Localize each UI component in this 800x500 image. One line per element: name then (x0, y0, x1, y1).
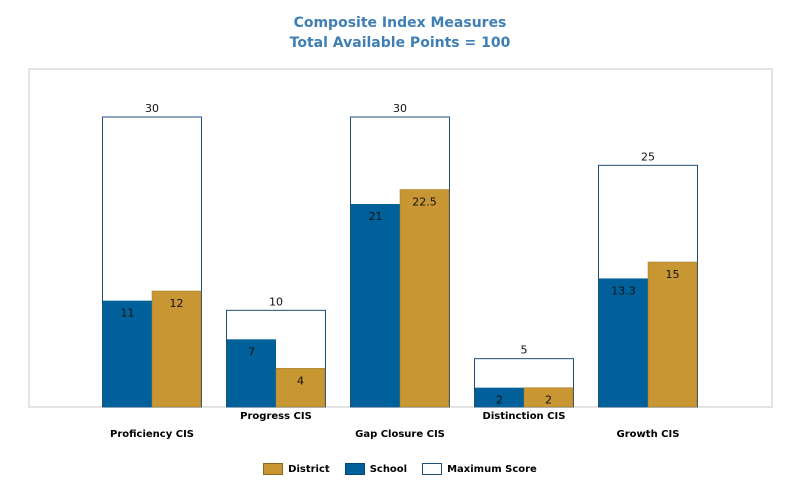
label-maximum-score-proficiency-cis: 30 (145, 102, 159, 115)
label-school-growth-cis: 13.3 (611, 284, 636, 297)
legend-item-district: District (263, 463, 330, 475)
label-school-distinction-cis: 2 (496, 394, 503, 407)
bar-district-growth-cis (647, 261, 698, 408)
category-label-proficiency-cis: Proficiency CIS (110, 429, 194, 440)
label-maximum-score-progress-cis: 10 (269, 295, 283, 308)
legend-swatch-school (344, 463, 365, 475)
category-label-progress-cis: Progress CIS (240, 411, 312, 422)
legend-swatch-maximum-score (422, 463, 443, 475)
bar-school-progress-cis (227, 339, 276, 407)
chart-title: Composite Index Measures (293, 15, 507, 31)
bar-district-distinction-cis (523, 387, 574, 408)
bar-district-gap-closure-cis (399, 189, 450, 408)
legend-item-school: School (344, 463, 408, 475)
bars-layer: 30 11 12 Proficiency CIS 10 7 4 Progress CIS 30 2… (102, 102, 698, 440)
label-maximum-score-distinction-cis: 5 (521, 344, 528, 357)
category-label-growth-cis: Growth CIS (617, 429, 680, 440)
label-school-progress-cis: 7 (248, 345, 255, 358)
legend-item-maximum-score: Maximum Score (422, 463, 537, 475)
bar-district-proficiency-cis (151, 290, 202, 408)
label-district-progress-cis: 4 (297, 374, 304, 387)
legend: District School Maximum Score (0, 463, 800, 475)
legend-label-maximum-score: Maximum Score (447, 463, 537, 475)
label-district-distinction-cis: 2 (545, 394, 552, 407)
category-label-gap-closure-cis: Gap Closure CIS (355, 429, 445, 440)
bar-district-progress-cis (275, 368, 326, 408)
category-label-distinction-cis: Distinction CIS (483, 411, 566, 422)
bar-school-distinction-cis (475, 387, 524, 407)
legend-label-district: District (288, 463, 330, 475)
bar-school-proficiency-cis (103, 300, 152, 407)
legend-label-school: School (369, 463, 408, 475)
label-school-proficiency-cis: 11 (121, 307, 135, 320)
label-maximum-score-gap-closure-cis: 30 (393, 102, 407, 115)
label-district-gap-closure-cis: 22.5 (412, 196, 437, 209)
label-district-proficiency-cis: 12 (170, 297, 184, 310)
bar-school-gap-closure-cis (351, 204, 400, 407)
bar-school-growth-cis (599, 278, 648, 407)
chart-subtitle: Total Available Points = 100 (289, 35, 511, 51)
label-district-growth-cis: 15 (666, 268, 680, 281)
legend-swatch-district (263, 463, 284, 475)
label-maximum-score-growth-cis: 25 (641, 150, 655, 163)
label-school-gap-closure-cis: 21 (369, 210, 383, 223)
